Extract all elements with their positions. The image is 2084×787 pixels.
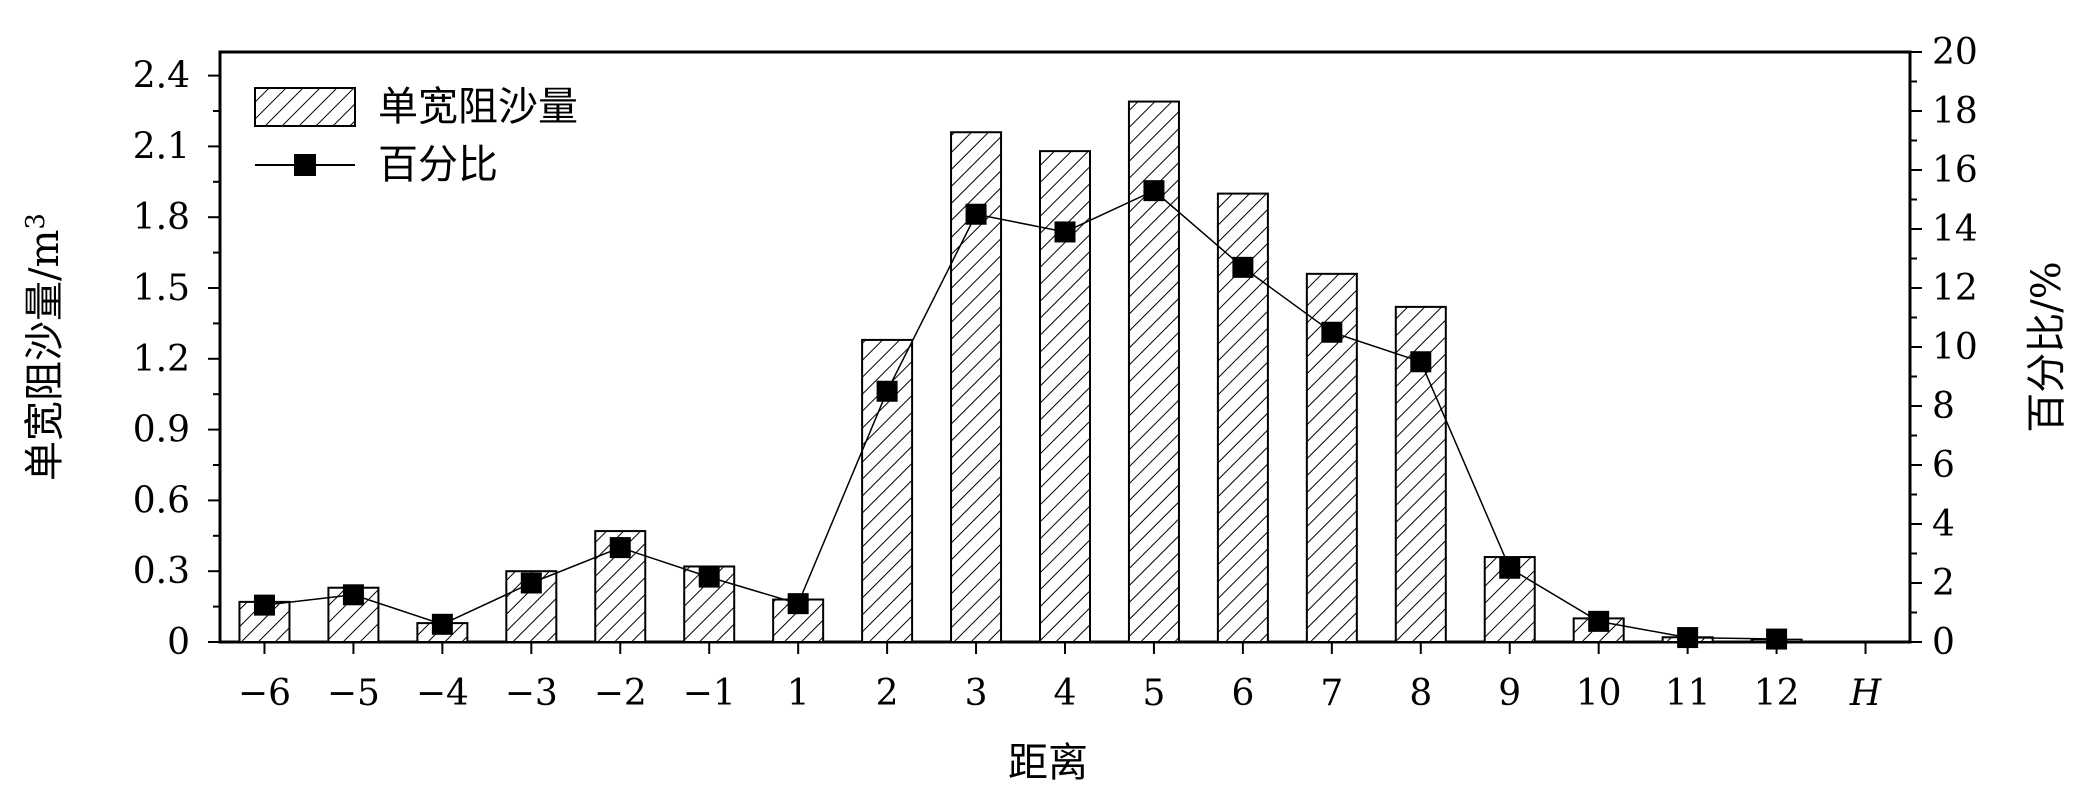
y-tick-label: 2.4 [133,56,190,97]
line-marker-7 [1321,321,1343,343]
x-tick-label: 5 [1142,673,1165,714]
line-marker--6 [253,594,275,616]
x-tick-label: −4 [416,673,469,714]
x-tick-label: 9 [1498,673,1521,714]
line-marker--2 [609,537,631,559]
y2-tick-label: 16 [1932,150,1978,191]
line-marker--5 [342,584,364,606]
legend-bar-swatch [254,87,356,127]
x-tick-label: 7 [1320,673,1343,714]
line-marker-2 [876,380,898,402]
y2-tick-label: 18 [1932,91,1978,132]
y-tick-label: 0 [167,622,190,663]
legend: 单宽阻沙量 百分比 [254,84,578,188]
legend-marker-swatch [294,154,316,176]
line-marker--3 [520,572,542,594]
bar--3 [505,570,558,644]
line-marker-12 [1766,628,1788,650]
y2-tick-label: 20 [1932,32,1978,73]
percentage-line-series [253,180,1788,650]
x-tick-label: 11 [1665,673,1711,714]
x-tick-label: 2 [876,673,899,714]
x-tick-label: H [1849,673,1882,714]
percentage-line [264,189,1777,640]
y-axis-title: 单宽阻沙量/m3 [21,213,68,481]
line-marker-8 [1410,351,1432,373]
legend-bar-label: 单宽阻沙量 [378,84,578,130]
y-tick-label: 0.3 [133,551,190,592]
y2-axis-title: 百分比/% [2024,261,2070,432]
x-tick-label: −6 [238,673,291,714]
y-tick-label: 0.6 [133,480,190,521]
left-y-axis: 0 0.3 0.6 0.9 1.2 1.5 1.8 2.1 2.4 [133,56,220,663]
x-tick-label: −2 [594,673,647,714]
y2-tick-label: 14 [1932,209,1978,250]
right-y-axis: 0 2 4 6 8 10 12 14 16 18 20 [1910,32,1978,663]
line-marker-4 [1054,221,1076,243]
line-marker-1 [787,593,809,615]
x-tick-label: 3 [965,673,988,714]
y2-tick-label: 4 [1932,504,1955,545]
line-marker--1 [698,566,720,588]
x-tick-label: −3 [505,673,558,714]
y2-tick-label: 0 [1932,622,1955,663]
x-tick-label: 1 [787,673,810,714]
x-axis: −6 −5 −4 −3 −2 −1 1 2 3 4 5 6 7 8 9 10 11 12 H [238,642,1882,714]
legend-line-label: 百分比 [378,142,498,188]
line-marker--4 [431,613,453,635]
y2-tick-label: 8 [1932,386,1955,427]
x-tick-label: 4 [1054,673,1077,714]
y-tick-label: 1.8 [133,197,190,238]
y2-tick-label: 12 [1932,268,1978,309]
line-marker-6 [1232,256,1254,278]
line-marker-9 [1499,557,1521,579]
x-tick-label: −1 [683,673,736,714]
x-tick-label: −5 [327,673,380,714]
x-tick-label: 6 [1231,673,1254,714]
y-tick-label: 1.2 [133,339,190,380]
line-marker-5 [1143,180,1165,202]
y-tick-label: 2.1 [133,126,190,167]
y-tick-label: 1.5 [133,268,190,309]
x-tick-label: 8 [1409,673,1432,714]
x-axis-title: 距离 [1008,740,1088,786]
x-tick-label: 10 [1576,673,1622,714]
line-marker-10 [1588,610,1610,632]
y-axis-title-superscript: 3 [21,213,51,230]
y-axis-title-text: 单宽阻沙量/m [22,230,68,481]
line-marker-11 [1677,627,1699,649]
y2-tick-label: 2 [1932,563,1955,604]
line-marker-3 [965,203,987,225]
y2-tick-label: 6 [1932,445,1955,486]
y2-tick-label: 10 [1932,327,1978,368]
x-tick-label: 12 [1754,673,1800,714]
y-tick-label: 0.9 [133,410,190,451]
